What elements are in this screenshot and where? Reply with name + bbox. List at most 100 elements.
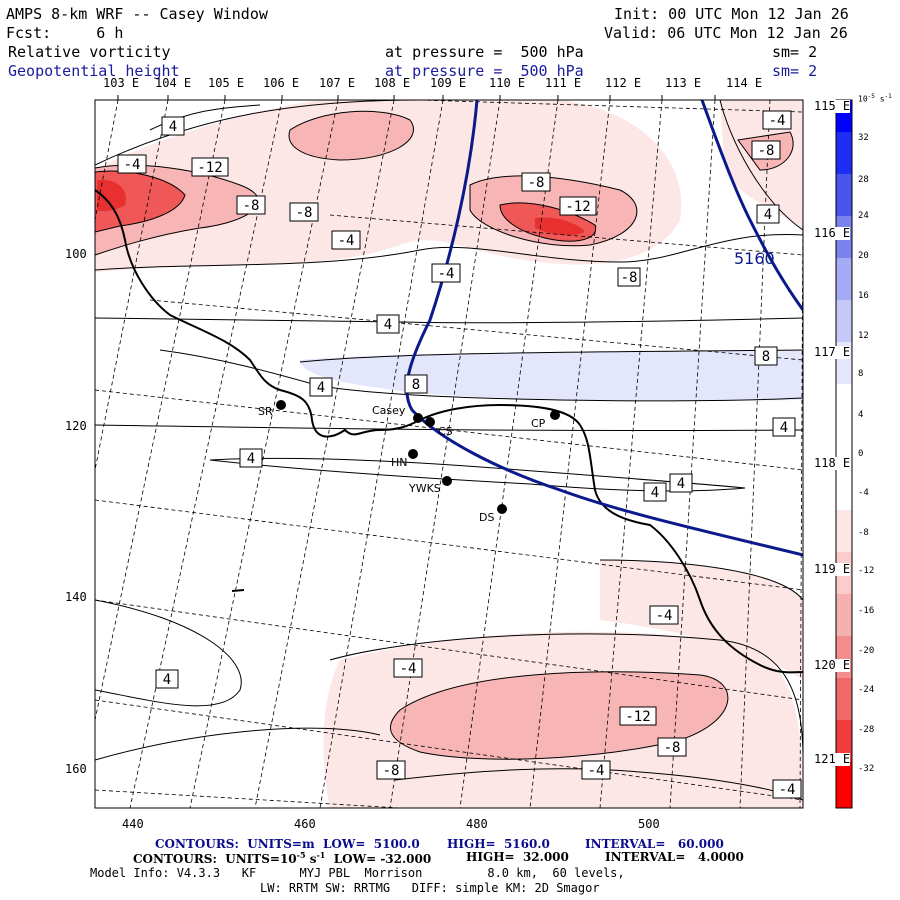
contour-label: -4	[117, 154, 147, 174]
colorbar-tick: 28	[858, 175, 869, 185]
colorbar-tick: 16	[858, 291, 869, 301]
svg-text:-4: -4	[779, 782, 796, 798]
colorbar-tick: -8	[858, 528, 869, 538]
x-tick: 480	[466, 817, 488, 831]
x-tick: 500	[638, 817, 660, 831]
field-geopotential: Geopotential height	[8, 62, 180, 80]
model-info-2: LW: RRTM SW: RRTMG DIFF: simple KM: 2D S…	[260, 881, 600, 895]
vorticity-contour-info-d: INTERVAL= 4.0000	[605, 850, 744, 864]
colorbar-tick: 32	[858, 133, 869, 143]
contour-label: -8	[376, 760, 406, 780]
contour-label: -8	[751, 140, 781, 160]
svg-text:8: 8	[762, 349, 770, 365]
init-time: Init: 00 UTC Mon 12 Jan 26	[614, 5, 849, 23]
station-cp: CP	[531, 410, 560, 430]
axis-ticks: 440 460 480 500 100 120 140 160	[65, 247, 660, 831]
station-hn: HN	[391, 449, 418, 469]
top-ticks	[117, 95, 716, 100]
svg-text:-8: -8	[296, 205, 313, 221]
x-tick: 460	[294, 817, 316, 831]
svg-text:-12: -12	[565, 199, 590, 215]
vorticity-labels: 4 -4 -12 -8 -8 -4 -8 -12 -8 -4 4 -4 -8 4…	[117, 110, 802, 799]
svg-text:-4: -4	[656, 608, 673, 624]
colorbar-tick: -16	[858, 606, 875, 616]
model-info-1: Model Info: V4.3.3 KF MYJ PBL Morrison 8…	[90, 866, 625, 880]
svg-text:4: 4	[169, 119, 177, 135]
stations: SR Casey CS HN YWKS DS CP	[258, 400, 560, 524]
colorbar-tick: -32	[858, 764, 875, 774]
contour-label: 8	[404, 374, 428, 394]
colorbar-tick: 20	[858, 251, 869, 261]
station-ds: DS	[479, 504, 507, 524]
height-contour-info-c: INTERVAL= 60.000	[585, 837, 724, 851]
lat-label: 115 E	[814, 99, 851, 113]
lon-label: 107 E	[319, 76, 356, 90]
svg-text:-4: -4	[588, 763, 605, 779]
height-label: 5160	[734, 249, 775, 268]
y-tick: 160	[65, 762, 87, 776]
vorticity-contours	[95, 100, 803, 801]
svg-text:-12: -12	[197, 160, 222, 176]
lon-label: 108 E	[374, 76, 411, 90]
contour-label: 4	[756, 204, 780, 224]
colorbar-tick: 0	[858, 449, 864, 459]
colorbar-tick: 12	[858, 331, 869, 341]
pressure-level-1: at pressure = 500 hPa	[385, 43, 584, 61]
colorbar	[835, 99, 853, 809]
contour-label: 4	[772, 417, 796, 437]
colorbar-tick: -12	[858, 566, 875, 576]
svg-text:4: 4	[764, 207, 772, 223]
svg-text:SR: SR	[258, 405, 273, 418]
x-tick: 440	[122, 817, 144, 831]
contour-label: -8	[289, 202, 319, 222]
lon-label: 111 E	[545, 76, 582, 90]
contour-label: 4	[643, 482, 667, 502]
svg-text:4: 4	[651, 485, 659, 501]
svg-text:-8: -8	[383, 763, 400, 779]
lon-label: 104 E	[155, 76, 192, 90]
contour-label: 4	[669, 473, 693, 493]
lon-label: 113 E	[665, 76, 702, 90]
contour-label: -4	[431, 263, 461, 283]
svg-text:-8: -8	[758, 143, 775, 159]
station-sr: SR	[258, 400, 286, 418]
lon-label: 114 E	[726, 76, 763, 90]
colorbar-tick: -20	[858, 646, 875, 656]
svg-text:-8: -8	[664, 740, 681, 756]
contour-label: -8	[657, 737, 687, 757]
svg-text:-4: -4	[438, 266, 455, 282]
svg-text:4: 4	[384, 317, 392, 333]
lat-label: 118 E	[814, 456, 851, 470]
svg-text:8: 8	[412, 377, 420, 393]
lat-label: 116 E	[814, 226, 851, 240]
colorbar-tick: 24	[858, 211, 869, 221]
y-tick: 120	[65, 419, 87, 433]
contour-label: 4	[309, 377, 333, 397]
svg-text:YWKS: YWKS	[408, 482, 441, 495]
contour-label: -12	[191, 157, 229, 177]
colorbar-tick: 8	[858, 369, 864, 379]
colorbar-tick: 4	[858, 410, 864, 420]
contour-label: -4	[762, 110, 792, 130]
map-title: AMPS 8-km WRF -- Casey Window	[6, 5, 268, 23]
lat-label: 121 E	[814, 752, 851, 766]
contour-label: 4	[155, 669, 179, 689]
svg-text:DS: DS	[479, 511, 494, 524]
svg-text:4: 4	[317, 380, 325, 396]
plot-frame	[94, 99, 804, 809]
svg-text:4: 4	[163, 672, 171, 688]
height-contour-info-a: CONTOURS: UNITS=m LOW= 5100.0	[155, 837, 420, 851]
svg-text:4: 4	[247, 451, 255, 467]
contour-label: -4	[581, 760, 611, 780]
y-tick: 100	[65, 247, 87, 261]
lon-label: 105 E	[208, 76, 245, 90]
svg-text:-12: -12	[625, 709, 650, 725]
station-casey: Casey	[372, 404, 423, 423]
contour-label: -12	[559, 196, 597, 216]
lon-label: 109 E	[430, 76, 467, 90]
contour-label: -4	[649, 605, 679, 625]
contour-label: -8	[617, 267, 641, 287]
field-vorticity: Relative vorticity	[8, 43, 171, 61]
colorbar-tick: -24	[858, 685, 875, 695]
station-ywks: YWKS	[408, 476, 452, 495]
